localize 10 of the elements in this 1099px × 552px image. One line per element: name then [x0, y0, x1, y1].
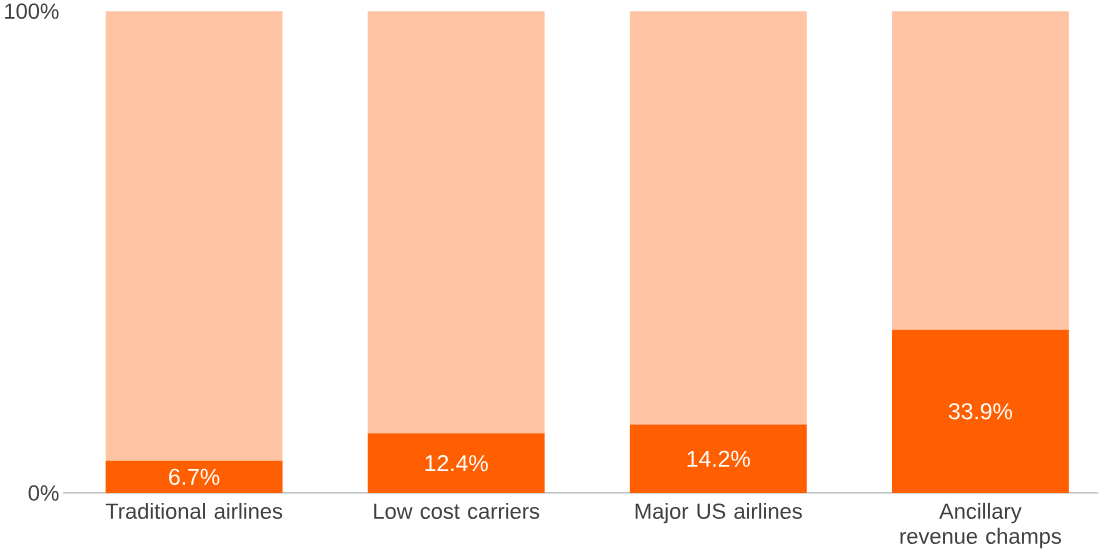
data-label: 6.7%	[169, 468, 220, 486]
y-tick-label: 100%	[5, 3, 59, 20]
x-tick-label: Major US airlines	[635, 503, 802, 524]
data-label: 14.2%	[687, 450, 750, 467]
y-tick-label: 0%	[28, 485, 59, 501]
x-tick-label: Traditional airlines	[105, 503, 283, 520]
data-label: 12.4%	[425, 455, 488, 472]
data-label: 33.9%	[948, 403, 1013, 420]
x-tick-label: Ancillary revenue champs	[900, 503, 1061, 549]
x-tick-label: Low cost carriers	[374, 503, 540, 520]
